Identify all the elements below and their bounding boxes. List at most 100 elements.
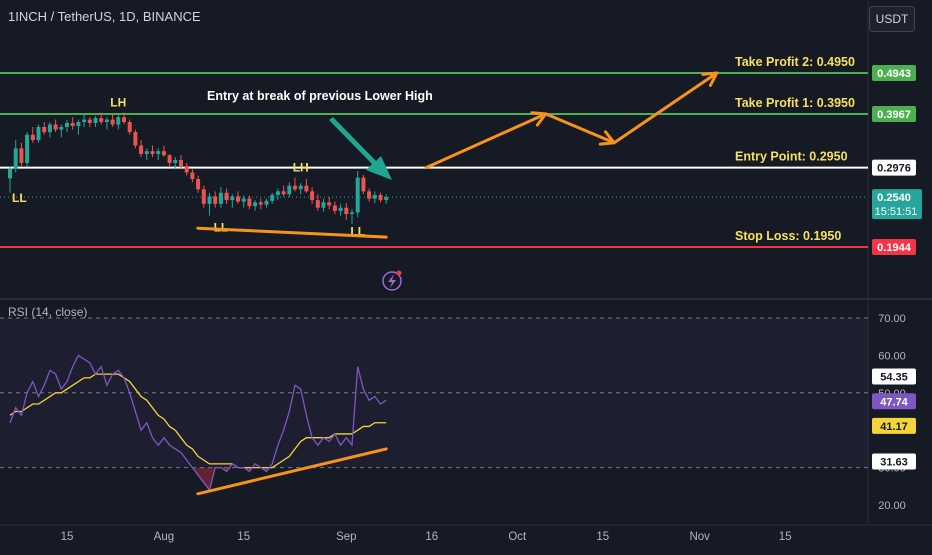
- candle[interactable]: [304, 178, 309, 193]
- candle[interactable]: [76, 119, 81, 135]
- candle[interactable]: [332, 201, 337, 215]
- candle-body: [8, 168, 12, 179]
- time-tick-8: 15: [779, 531, 792, 543]
- candle[interactable]: [213, 191, 218, 208]
- swing-label-ll-0: LL: [12, 191, 27, 205]
- candle[interactable]: [184, 163, 189, 176]
- candle-body: [304, 185, 309, 192]
- candle-body: [190, 172, 195, 179]
- currency-button[interactable]: USDT: [869, 6, 915, 32]
- candle[interactable]: [241, 195, 246, 208]
- candle[interactable]: [144, 148, 149, 160]
- candle[interactable]: [270, 192, 275, 204]
- candle-body: [42, 127, 47, 133]
- candle[interactable]: [287, 182, 292, 198]
- candle[interactable]: [8, 166, 12, 193]
- candle-body: [372, 194, 377, 199]
- time-tick-7: Nov: [689, 531, 710, 543]
- candle[interactable]: [384, 194, 389, 204]
- candle[interactable]: [201, 185, 206, 208]
- candle[interactable]: [53, 119, 58, 133]
- candle[interactable]: [139, 140, 144, 158]
- candle[interactable]: [99, 112, 104, 125]
- candle[interactable]: [315, 194, 320, 211]
- time-tick-5: Oct: [508, 531, 527, 543]
- candle[interactable]: [281, 185, 286, 197]
- candle[interactable]: [104, 117, 109, 130]
- candle[interactable]: [264, 198, 269, 208]
- candle[interactable]: [133, 129, 138, 149]
- candle[interactable]: [258, 198, 263, 210]
- rsi-badge-bg-0: [872, 368, 916, 385]
- candle[interactable]: [59, 124, 64, 138]
- candle[interactable]: [293, 177, 297, 192]
- candle-body: [139, 145, 144, 155]
- event-lightning-icon[interactable]: [382, 270, 402, 291]
- candle[interactable]: [230, 194, 235, 208]
- candle[interactable]: [87, 117, 92, 128]
- candle[interactable]: [110, 114, 115, 128]
- candle[interactable]: [13, 140, 18, 173]
- candle-body: [201, 189, 206, 204]
- swing-label-lh-3: LH: [293, 161, 309, 175]
- candle[interactable]: [236, 191, 240, 204]
- candle[interactable]: [36, 124, 41, 143]
- candle[interactable]: [65, 119, 69, 133]
- candle[interactable]: [321, 198, 326, 212]
- candle[interactable]: [355, 171, 360, 218]
- projection-arrowhead-2: [598, 130, 616, 146]
- candle[interactable]: [310, 187, 315, 204]
- candle[interactable]: [190, 169, 195, 183]
- candle-body: [196, 178, 201, 190]
- candle[interactable]: [161, 145, 166, 158]
- candle[interactable]: [361, 175, 366, 195]
- candle[interactable]: [47, 122, 52, 138]
- candle[interactable]: [156, 148, 161, 160]
- candle[interactable]: [298, 183, 303, 195]
- candle[interactable]: [25, 132, 30, 167]
- candle[interactable]: [367, 188, 372, 202]
- rsi-trendline[interactable]: [196, 447, 388, 496]
- candle[interactable]: [19, 142, 24, 167]
- candle[interactable]: [93, 116, 98, 128]
- level-label-2: Entry Point: 0.2950: [735, 150, 848, 164]
- projection-path[interactable]: [424, 71, 719, 170]
- candle-body: [59, 127, 64, 130]
- candle[interactable]: [167, 154, 172, 167]
- candle[interactable]: [247, 195, 252, 210]
- level-label-3: Stop Loss: 0.1950: [735, 229, 841, 243]
- candle[interactable]: [207, 192, 212, 216]
- candle[interactable]: [275, 188, 280, 201]
- candle[interactable]: [327, 197, 332, 210]
- candle[interactable]: [344, 203, 349, 220]
- candle[interactable]: [122, 112, 126, 125]
- candle[interactable]: [150, 145, 155, 158]
- candle[interactable]: [196, 175, 201, 193]
- candle[interactable]: [127, 119, 132, 135]
- candle[interactable]: [253, 200, 258, 211]
- candle-body: [361, 177, 366, 192]
- candle[interactable]: [338, 203, 343, 216]
- candle[interactable]: [224, 188, 229, 204]
- candle[interactable]: [372, 191, 377, 204]
- candle[interactable]: [378, 192, 383, 203]
- candle[interactable]: [173, 157, 178, 170]
- time-tick-1: Aug: [154, 531, 174, 543]
- candle-body: [332, 205, 337, 211]
- candle[interactable]: [179, 155, 183, 170]
- candle[interactable]: [70, 117, 75, 130]
- candle-body: [258, 202, 263, 205]
- rsi-indicator-title[interactable]: RSI (14, close): [8, 305, 88, 319]
- candle[interactable]: [82, 114, 87, 128]
- candle[interactable]: [116, 114, 121, 130]
- rsi-oversold-fill: [192, 467, 273, 491]
- candle[interactable]: [218, 187, 223, 208]
- candle[interactable]: [42, 122, 47, 135]
- rsi-line[interactable]: [9, 354, 387, 492]
- price-trendline[interactable]: [196, 226, 388, 239]
- candle[interactable]: [350, 209, 354, 224]
- candle[interactable]: [30, 127, 35, 143]
- candle-body: [315, 200, 320, 208]
